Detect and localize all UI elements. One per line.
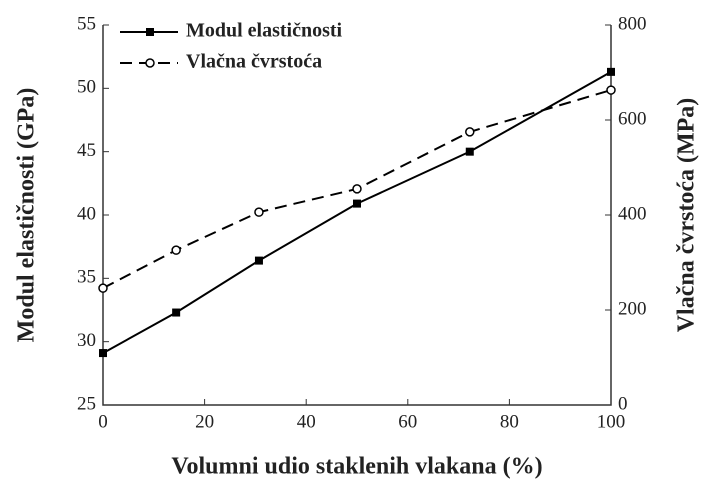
legend-label: Modul elastičnosti bbox=[186, 20, 343, 42]
x-tick-label: 100 bbox=[597, 411, 626, 432]
y2-tick-label: 600 bbox=[618, 108, 647, 129]
legend-marker bbox=[145, 58, 155, 68]
y-tick-label: 50 bbox=[77, 77, 96, 98]
x-tick-label: 80 bbox=[500, 411, 519, 432]
legend-label: Vlačna čvrstoća bbox=[186, 51, 322, 73]
marker bbox=[465, 127, 475, 137]
marker bbox=[172, 308, 181, 317]
legend-marker bbox=[146, 28, 154, 36]
y-tick-label: 25 bbox=[77, 393, 96, 414]
marker bbox=[353, 199, 361, 208]
y-tick-label: 35 bbox=[77, 267, 96, 288]
y2-tick-label: 800 bbox=[618, 13, 647, 34]
marker bbox=[254, 207, 264, 217]
axes-frame bbox=[102, 25, 612, 406]
y2-tick-label: 200 bbox=[618, 298, 647, 319]
x-tick-label: 0 bbox=[98, 411, 108, 432]
marker bbox=[98, 283, 108, 293]
marker bbox=[171, 245, 181, 255]
marker bbox=[352, 184, 362, 194]
marker bbox=[99, 349, 107, 358]
marker bbox=[606, 85, 616, 95]
marker bbox=[254, 256, 263, 265]
y-tick-label: 55 bbox=[77, 13, 96, 34]
y2-tick-label: 400 bbox=[618, 203, 647, 224]
y-tick-label: 45 bbox=[77, 140, 96, 161]
x-tick-label: 20 bbox=[195, 411, 214, 432]
series-line bbox=[102, 70, 612, 354]
x-tick-label: 60 bbox=[398, 411, 417, 432]
y2-axis-label: Vlačna čvrstoća (MPa) bbox=[674, 98, 700, 333]
y2-tick-label: 0 bbox=[618, 393, 628, 414]
y-axis-label: Modul elastičnosti (GPa) bbox=[14, 88, 40, 343]
marker bbox=[465, 147, 474, 156]
series-line bbox=[102, 89, 612, 290]
x-tick-label: 40 bbox=[297, 411, 316, 432]
x-axis-label: Volumni udio staklenih vlakana (%) bbox=[171, 454, 542, 480]
marker bbox=[607, 67, 615, 76]
y-tick-label: 30 bbox=[77, 330, 96, 351]
y-tick-label: 40 bbox=[77, 203, 96, 224]
